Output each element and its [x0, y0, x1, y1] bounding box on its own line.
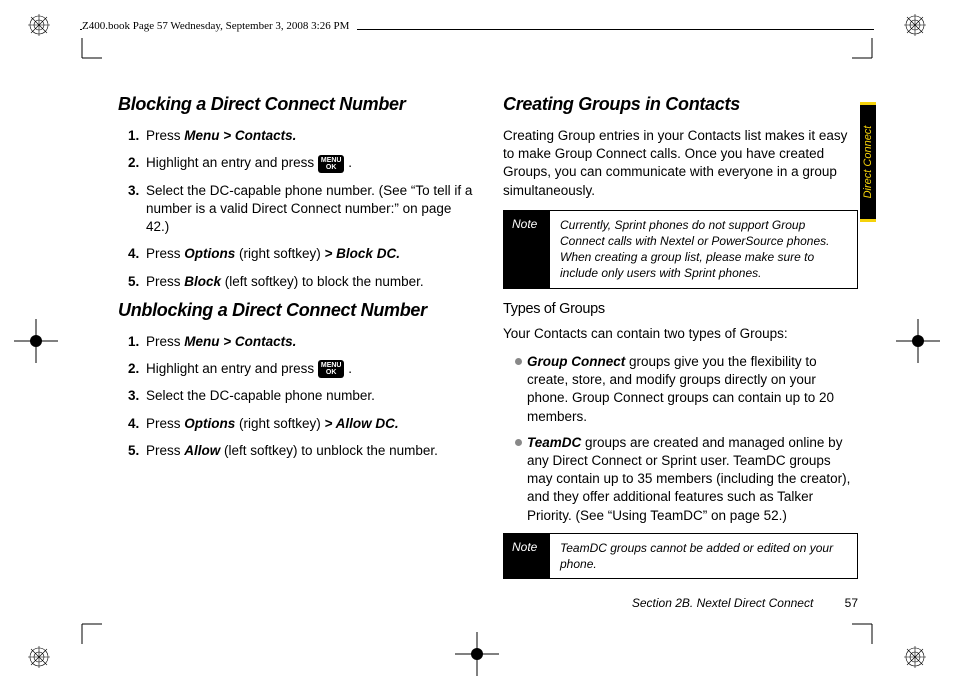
- note-body: Currently, Sprint phones do not support …: [550, 211, 857, 288]
- softkey: Allow: [184, 443, 224, 458]
- left-column: Blocking a Direct Connect Number Press M…: [118, 90, 473, 591]
- softkey: Block: [184, 274, 225, 289]
- page-number: 57: [845, 596, 858, 610]
- text: (right softkey): [239, 246, 325, 261]
- menu-path: > Allow DC.: [325, 416, 399, 431]
- menu-path: Menu > Contacts.: [184, 128, 296, 143]
- note-box: Note Currently, Sprint phones do not sup…: [503, 210, 858, 289]
- text: Press: [146, 416, 184, 431]
- text: Press: [146, 128, 184, 143]
- registration-mark: [28, 646, 50, 668]
- page-footer: Section 2B. Nextel Direct Connect 57: [632, 596, 858, 610]
- unblocking-steps: Press Menu > Contacts. Highlight an entr…: [128, 333, 473, 460]
- crop-target-bottom: [455, 632, 499, 676]
- menu-path: > Block DC.: [325, 246, 400, 261]
- step: Select the DC-capable phone number. (See…: [128, 182, 473, 237]
- heading-creating-groups: Creating Groups in Contacts: [503, 94, 858, 115]
- crop-mark: [852, 604, 892, 644]
- step: Highlight an entry and press MENUOK .: [128, 360, 473, 378]
- text: (right softkey): [239, 416, 325, 431]
- text: Press: [146, 334, 184, 349]
- menu-path: Menu > Contacts.: [184, 334, 296, 349]
- step: Highlight an entry and press MENUOK .: [128, 154, 473, 172]
- text: (left softkey) to block the number.: [225, 274, 424, 289]
- registration-mark: [904, 646, 926, 668]
- term: Group Connect: [527, 354, 629, 369]
- subheading-types: Types of Groups: [503, 301, 858, 317]
- header-text: Z400.book Page 57 Wednesday, September 3…: [82, 20, 357, 32]
- right-column: Creating Groups in Contacts Creating Gro…: [503, 90, 858, 591]
- step: Press Options (right softkey) > Allow DC…: [128, 415, 473, 433]
- softkey: Options: [184, 416, 239, 431]
- note-label: Note: [504, 534, 550, 578]
- crop-target-left: [14, 319, 58, 363]
- crop-target-right: [896, 319, 940, 363]
- registration-mark: [28, 14, 50, 36]
- menu-ok-key-icon: MENUOK: [318, 155, 345, 173]
- crop-mark: [852, 38, 892, 78]
- page-content: Blocking a Direct Connect Number Press M…: [118, 90, 858, 610]
- footer-section: Section 2B. Nextel Direct Connect: [632, 596, 813, 610]
- text: Press: [146, 246, 184, 261]
- step: Select the DC-capable phone number.: [128, 387, 473, 405]
- page-header: Z400.book Page 57 Wednesday, September 3…: [80, 18, 874, 40]
- types-intro: Your Contacts can contain two types of G…: [503, 325, 858, 343]
- text: Press: [146, 443, 184, 458]
- step: Press Menu > Contacts.: [128, 333, 473, 351]
- note-label: Note: [504, 211, 550, 288]
- text: Highlight an entry and press: [146, 361, 318, 376]
- crop-mark: [62, 604, 102, 644]
- intro-paragraph: Creating Group entries in your Contacts …: [503, 127, 858, 200]
- text: (left softkey) to unblock the number.: [224, 443, 438, 458]
- step: Press Menu > Contacts.: [128, 127, 473, 145]
- step: Press Allow (left softkey) to unblock th…: [128, 442, 473, 460]
- note-body: TeamDC groups cannot be added or edited …: [550, 534, 857, 578]
- registration-mark: [904, 14, 926, 36]
- list-item: TeamDC groups are created and managed on…: [515, 434, 858, 525]
- text: Highlight an entry and press: [146, 155, 318, 170]
- blocking-steps: Press Menu > Contacts. Highlight an entr…: [128, 127, 473, 291]
- heading-blocking: Blocking a Direct Connect Number: [118, 94, 473, 115]
- heading-unblocking: Unblocking a Direct Connect Number: [118, 300, 473, 321]
- menu-ok-key-icon: MENUOK: [318, 360, 345, 378]
- section-tab-label: Direct Connect: [862, 126, 874, 199]
- step: Press Block (left softkey) to block the …: [128, 273, 473, 291]
- term: TeamDC: [527, 435, 585, 450]
- softkey: Options: [184, 246, 239, 261]
- section-tab: Direct Connect: [860, 102, 876, 222]
- note-box: Note TeamDC groups cannot be added or ed…: [503, 533, 858, 579]
- list-item: Group Connect groups give you the flexib…: [515, 353, 858, 426]
- step: Press Options (right softkey) > Block DC…: [128, 245, 473, 263]
- group-types-list: Group Connect groups give you the flexib…: [503, 353, 858, 525]
- text: Press: [146, 274, 184, 289]
- crop-mark: [62, 38, 102, 78]
